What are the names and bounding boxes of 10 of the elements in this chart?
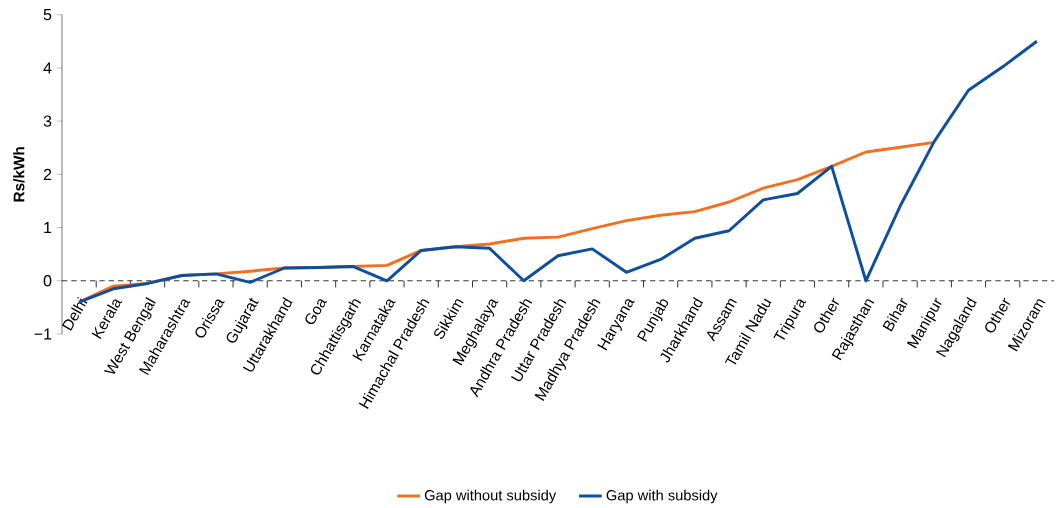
legend-label: Gap without subsidy: [424, 489, 557, 504]
y-axis-title: Rs/kWh: [13, 147, 25, 202]
legend-label: Gap with subsidy: [606, 489, 718, 504]
y-tick-label: 4: [43, 62, 52, 74]
y-tick-label: 0: [43, 275, 52, 287]
y-tick-label: 5: [43, 9, 52, 21]
y-tick-label: −1: [34, 328, 52, 340]
y-tick-label: 1: [44, 222, 52, 234]
y-tick-label: 3: [43, 115, 52, 127]
y-tick-label: 2: [43, 168, 52, 180]
